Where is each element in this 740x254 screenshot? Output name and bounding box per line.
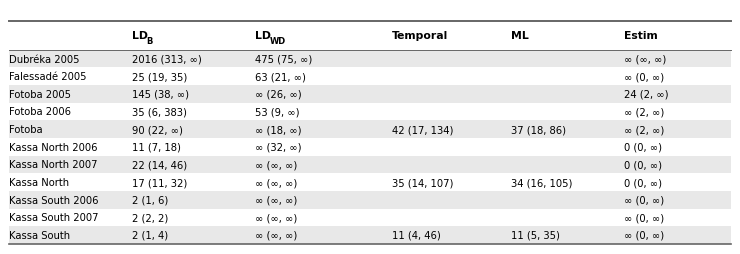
Text: 11 (7, 18): 11 (7, 18) [132,142,181,152]
Bar [9,103,731,121]
Text: Fotoba 2006: Fotoba 2006 [9,107,71,117]
Text: 35 (14, 107): 35 (14, 107) [392,177,454,187]
Text: 2 (2, 2): 2 (2, 2) [132,213,168,223]
Bar [9,191,731,209]
Text: Kassa South: Kassa South [9,230,70,240]
Text: 34 (16, 105): 34 (16, 105) [511,177,572,187]
Text: Fotoba: Fotoba [9,125,42,135]
Text: 63 (21, ∞): 63 (21, ∞) [255,72,306,82]
Bar [9,156,731,173]
Text: 2 (1, 4): 2 (1, 4) [132,230,168,240]
Text: ∞ (0, ∞): ∞ (0, ∞) [624,72,664,82]
Text: Kassa South 2006: Kassa South 2006 [9,195,98,205]
Text: Dubréka 2005: Dubréka 2005 [9,54,79,64]
Text: Kassa North 2006: Kassa North 2006 [9,142,98,152]
Text: ∞ (0, ∞): ∞ (0, ∞) [624,230,664,240]
Text: ∞ (18, ∞): ∞ (18, ∞) [255,125,302,135]
Text: 24 (2, ∞): 24 (2, ∞) [624,89,668,99]
Text: WD: WD [269,37,286,46]
Text: ∞ (∞, ∞): ∞ (∞, ∞) [624,54,666,64]
Text: LD: LD [255,31,272,41]
Text: ∞ (26, ∞): ∞ (26, ∞) [255,89,302,99]
Text: ∞ (∞, ∞): ∞ (∞, ∞) [255,213,297,223]
Bar [9,51,731,68]
Text: ∞ (∞, ∞): ∞ (∞, ∞) [255,160,297,170]
Bar [9,86,731,103]
Text: 11 (4, 46): 11 (4, 46) [392,230,441,240]
Text: Estim: Estim [624,31,658,41]
Text: 11 (5, 35): 11 (5, 35) [511,230,559,240]
Text: 0 (0, ∞): 0 (0, ∞) [624,142,662,152]
Bar [9,209,731,226]
Text: 35 (6, 383): 35 (6, 383) [132,107,186,117]
Text: Kassa North 2007: Kassa North 2007 [9,160,98,170]
Text: 17 (11, 32): 17 (11, 32) [132,177,187,187]
Text: ∞ (2, ∞): ∞ (2, ∞) [624,125,664,135]
Text: ∞ (32, ∞): ∞ (32, ∞) [255,142,302,152]
Bar [9,138,731,156]
Text: 0 (0, ∞): 0 (0, ∞) [624,177,662,187]
Text: ∞ (∞, ∞): ∞ (∞, ∞) [255,177,297,187]
Text: B: B [146,37,152,46]
Text: ∞ (0, ∞): ∞ (0, ∞) [624,195,664,205]
Text: ML: ML [511,31,528,41]
Text: 2 (1, 6): 2 (1, 6) [132,195,168,205]
Bar [9,68,731,86]
Text: 22 (14, 46): 22 (14, 46) [132,160,186,170]
Text: Falessadé 2005: Falessadé 2005 [9,72,87,82]
Bar [9,226,731,244]
Text: 25 (19, 35): 25 (19, 35) [132,72,187,82]
Text: 0 (0, ∞): 0 (0, ∞) [624,160,662,170]
Text: ∞ (0, ∞): ∞ (0, ∞) [624,213,664,223]
Text: ∞ (∞, ∞): ∞ (∞, ∞) [255,230,297,240]
Text: Kassa North: Kassa North [9,177,69,187]
Bar [9,173,731,191]
Text: 475 (75, ∞): 475 (75, ∞) [255,54,312,64]
Text: 37 (18, 86): 37 (18, 86) [511,125,565,135]
Text: 53 (9, ∞): 53 (9, ∞) [255,107,300,117]
Text: ∞ (∞, ∞): ∞ (∞, ∞) [255,195,297,205]
Text: ∞ (2, ∞): ∞ (2, ∞) [624,107,664,117]
Text: 42 (17, 134): 42 (17, 134) [392,125,454,135]
Text: 145 (38, ∞): 145 (38, ∞) [132,89,189,99]
Text: Fotoba 2005: Fotoba 2005 [9,89,71,99]
Text: LD: LD [132,31,148,41]
Text: Temporal: Temporal [392,31,448,41]
Text: 90 (22, ∞): 90 (22, ∞) [132,125,183,135]
Text: 2016 (313, ∞): 2016 (313, ∞) [132,54,201,64]
Text: Kassa South 2007: Kassa South 2007 [9,213,98,223]
Bar [9,121,731,138]
